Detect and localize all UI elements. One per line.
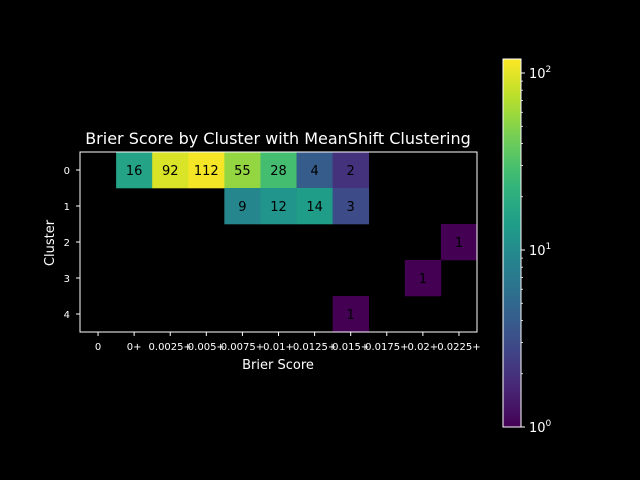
x-tick-label: 0	[95, 342, 101, 353]
y-tick-label: 0	[64, 166, 70, 177]
heatmap-cell	[224, 152, 261, 189]
x-tick-label: 0.02+	[408, 342, 439, 353]
y-tick-label: 4	[64, 310, 70, 321]
x-tick-label: 0.0025+	[149, 342, 192, 353]
x-tick-label: 0+	[127, 342, 142, 353]
heatmap-cell	[332, 296, 370, 333]
colorbar-tick-label: 100	[529, 419, 552, 436]
heatmap-cell	[152, 152, 189, 189]
y-tick-label: 2	[64, 238, 70, 249]
cell-value-label: 12	[270, 200, 287, 215]
x-tick-label: 0.005+	[188, 342, 225, 353]
heatmap-cell	[224, 188, 261, 225]
cell-value-label: 16	[126, 164, 143, 179]
colorbar-tick-label: 101	[529, 242, 551, 259]
x-tick-label: 0.01+	[263, 342, 294, 353]
x-tick-label: 0.0175+	[365, 342, 408, 353]
x-tick-label: 0.015+	[332, 342, 369, 353]
x-tick-label: 0.0225+	[437, 342, 480, 353]
x-axis-label: Brier Score	[242, 358, 314, 373]
heatmap-cell	[116, 152, 153, 189]
cell-value-label: 1	[419, 272, 427, 287]
y-tick-label: 3	[64, 274, 70, 285]
heatmap-cell	[440, 224, 478, 261]
x-tick-label: 0.0125+	[293, 342, 336, 353]
heatmap-cell	[296, 188, 333, 225]
cell-value-label: 92	[162, 164, 179, 179]
heatmap-cell	[332, 188, 370, 225]
heatmap-cell-labels: 16 92 112 55 28 4 2 9 12 14 3 1 1 1	[126, 164, 463, 323]
heatmap-cell	[260, 152, 297, 189]
cell-value-label: 112	[194, 164, 219, 179]
colorbar: 100 101 102	[502, 58, 552, 436]
heatmap-cell	[332, 152, 370, 189]
chart-title: Brier Score by Cluster with MeanShift Cl…	[85, 129, 471, 148]
y-axis-ticks: 0 1 2 3 4	[64, 166, 80, 321]
colorbar-gradient	[502, 58, 522, 428]
cell-value-label: 1	[455, 236, 463, 251]
x-tick-label: 0.0075+	[221, 342, 264, 353]
heatmap-cells	[116, 152, 478, 333]
x-axis-ticks: 0 0+ 0.0025+0.005+0.0075+ 0.01+ 0.0125+0.015…	[95, 332, 481, 353]
cell-value-label: 3	[347, 200, 355, 215]
heatmap-cell	[188, 152, 225, 189]
heatmap-cell	[296, 152, 333, 189]
y-tick-label: 1	[64, 202, 70, 213]
y-axis-label: Cluster	[43, 219, 58, 266]
cell-value-label: 14	[306, 200, 323, 215]
heatmap-cell	[260, 188, 297, 225]
cell-value-label: 4	[310, 164, 318, 179]
colorbar-tick-label: 102	[529, 65, 551, 82]
heatmap-cell	[404, 260, 442, 297]
cell-value-label: 55	[234, 164, 251, 179]
cell-value-label: 28	[270, 164, 287, 179]
cell-value-label: 2	[347, 164, 355, 179]
cell-value-label: 9	[238, 200, 246, 215]
cell-value-label: 1	[347, 308, 355, 323]
